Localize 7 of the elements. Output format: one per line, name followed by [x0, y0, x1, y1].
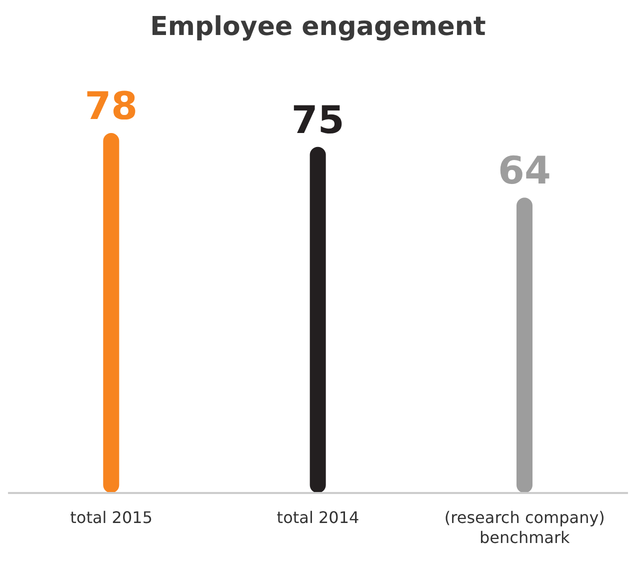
data-label: 78 [84, 84, 138, 128]
data-label: 64 [498, 148, 551, 193]
x-tick-label: total 2014 [276, 508, 360, 527]
x-tick-label: (research company) benchmark [444, 508, 605, 547]
chart-title: Employee engagement [149, 12, 487, 42]
data-label: 75 [291, 98, 344, 142]
x-tick-label: total 2015 [70, 508, 153, 527]
